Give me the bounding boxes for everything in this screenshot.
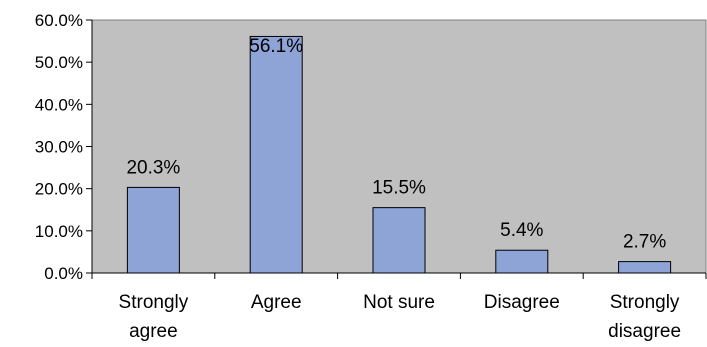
y-tick-label: 0.0% (44, 264, 83, 283)
y-axis: 0.0% 10.0% 20.0% 30.0% 40.0% 50.0% 60.0% (35, 11, 93, 283)
y-tick-label: 30.0% (35, 138, 83, 157)
x-axis: Strongly agree Agree Not sure Disagree Strong… (91, 272, 707, 342)
bar (495, 249, 549, 274)
bar-series (126, 35, 672, 274)
bar (126, 186, 180, 274)
x-category-label: Strongly agree (119, 292, 189, 342)
value-label: 56.1% (249, 36, 303, 57)
y-tick-label: 20.0% (35, 180, 83, 199)
bar (249, 35, 303, 274)
y-tick-label: 60.0% (35, 11, 83, 30)
y-tick-label: 40.0% (35, 95, 83, 114)
data-labels: 20.3% 56.1% 15.5% 5.4% 2.7% (126, 36, 666, 253)
x-category-label: Strongly disagree (608, 292, 681, 342)
value-label: 5.4% (500, 220, 543, 241)
value-label: 20.3% (126, 157, 180, 178)
value-label: 15.5% (372, 178, 426, 199)
x-category-label: Not sure (363, 292, 435, 313)
y-tick-label: 50.0% (35, 53, 83, 72)
y-tick-label: 10.0% (35, 222, 83, 241)
bar (618, 261, 672, 274)
bar (372, 207, 426, 274)
x-category-label: Agree (251, 292, 302, 313)
x-category-label: Disagree (484, 292, 560, 313)
value-label: 2.7% (623, 232, 666, 253)
